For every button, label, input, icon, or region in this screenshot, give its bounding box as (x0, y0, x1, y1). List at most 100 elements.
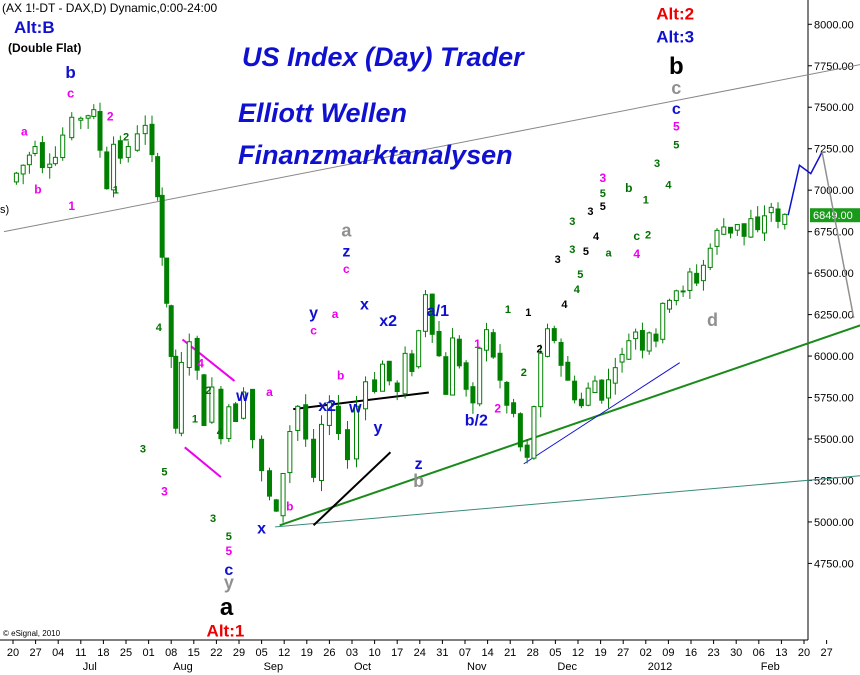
x-tick-label: 20 (7, 647, 19, 659)
candle-body (775, 208, 781, 222)
candle-body (626, 340, 632, 360)
wave-label: 5 (161, 466, 167, 478)
wave-label: 1 (643, 194, 649, 206)
candle-body (639, 330, 645, 351)
wave-label: 4 (217, 427, 224, 439)
wave-label: c (633, 229, 640, 243)
wave-label: 1 (474, 337, 481, 351)
candle-body (606, 379, 612, 399)
alt-label: Alt:2 (656, 4, 694, 23)
candle-body (241, 391, 247, 419)
wave-label: b (625, 181, 632, 195)
x-tick-label: 17 (391, 647, 403, 659)
wave-label: w (348, 399, 362, 416)
candle-body (326, 402, 332, 426)
y-tick-label: 6500.00 (814, 268, 854, 280)
candle-body (741, 223, 747, 237)
candle-body (149, 123, 155, 156)
wave-label: c (310, 323, 317, 337)
candle-body (259, 438, 265, 472)
candle-body (416, 330, 422, 368)
wave-label: 4 (574, 284, 581, 296)
projection-down (821, 151, 855, 319)
candle-body (531, 406, 537, 459)
x-tick-label: 20 (798, 647, 810, 659)
wave-label: 3 (587, 206, 593, 218)
candle-body (578, 398, 584, 407)
candle-body (565, 361, 571, 381)
candle-body (646, 332, 652, 352)
x-tick-label: 24 (414, 647, 426, 659)
wave-label: 4 (633, 247, 640, 261)
candle-body (267, 470, 273, 497)
wave-label: 2 (107, 110, 114, 124)
last-price-label: 6849.00 (813, 210, 853, 222)
x-month-label: Aug (173, 661, 193, 673)
wave-label: 3 (140, 443, 146, 455)
candle-body (538, 352, 544, 408)
wave-label: 3 (555, 254, 561, 266)
candle-body (134, 133, 140, 151)
wave-label: y (224, 572, 234, 592)
candle-body (721, 226, 727, 235)
wave-label: 2 (205, 385, 211, 397)
wave-label: c (672, 101, 681, 118)
x-tick-label: 03 (346, 647, 358, 659)
y-tick-label: 7000.00 (814, 185, 854, 197)
candle-body (344, 429, 350, 461)
candle-body (159, 194, 165, 258)
candle-body (250, 388, 256, 441)
x-tick-label: 02 (640, 647, 652, 659)
alt-label: Alt:1 (207, 621, 245, 640)
candle-body (782, 213, 788, 225)
trendline (523, 362, 680, 465)
wave-label: 5 (583, 246, 589, 258)
candle-body (363, 381, 369, 410)
wave-label: 5 (600, 201, 606, 213)
candle-body (572, 380, 578, 401)
x-tick-label: 12 (572, 647, 584, 659)
wave-label: b (337, 368, 344, 382)
wave-label: a (605, 248, 612, 260)
candle-body (164, 257, 170, 304)
candle-body (612, 367, 618, 384)
candle-body (450, 337, 456, 396)
candle-body (524, 444, 530, 458)
candle-body (20, 164, 26, 175)
wave-label: x2 (379, 313, 397, 330)
candle-body (504, 381, 510, 406)
wave-label: a/1 (427, 303, 449, 320)
y-tick-label: 7750.00 (814, 61, 854, 73)
candle-body (125, 145, 131, 158)
candle-body (39, 142, 45, 169)
x-tick-label: 06 (753, 647, 765, 659)
candle-body (761, 215, 767, 234)
copyright: © eSignal, 2010 (3, 629, 61, 638)
x-tick-label: 29 (233, 647, 245, 659)
candle-body (694, 272, 700, 284)
candle-body (280, 472, 286, 517)
x-tick-label: 19 (301, 647, 313, 659)
candle-body (218, 388, 224, 440)
x-tick-label: 21 (504, 647, 516, 659)
candle-body (768, 206, 774, 214)
y-tick-label: 6250.00 (814, 310, 854, 322)
y-tick-label: 6000.00 (814, 351, 854, 363)
y-tick-label: 8000.00 (814, 19, 854, 31)
wave-label: 4 (561, 299, 568, 311)
wave-label: a (220, 594, 234, 621)
candle-body (633, 331, 639, 340)
x-tick-label: 22 (210, 647, 222, 659)
candle-body (32, 146, 38, 154)
wave-label: 4 (197, 357, 204, 371)
x-tick-label: 31 (436, 647, 448, 659)
candle-body (311, 438, 317, 478)
wave-label: 3 (569, 244, 575, 256)
alt-b-label: Alt:B (14, 18, 55, 37)
candle-body (60, 134, 66, 159)
wave-label: 2 (645, 229, 651, 241)
candle-body (85, 115, 91, 119)
candle-body (619, 353, 625, 363)
wave-label: b (413, 471, 424, 491)
candle-body (226, 406, 232, 440)
